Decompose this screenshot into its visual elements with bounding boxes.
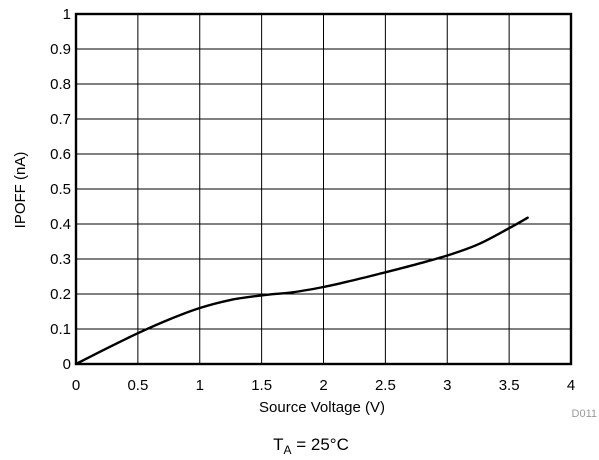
x-tick-label: 2	[319, 377, 327, 394]
y-tick-label: 0.2	[50, 286, 71, 303]
y-tick-label: 0.6	[50, 146, 71, 163]
x-tick-label: 3	[443, 377, 451, 394]
test-condition-label: TA = 25°C	[273, 435, 349, 457]
y-tick-label: 1	[63, 6, 71, 23]
condition-subscript: A	[284, 443, 292, 457]
plot-area-frame	[74, 12, 573, 366]
grid-lines	[76, 14, 571, 364]
y-tick-label: 0.1	[50, 321, 71, 338]
x-axis-title: Source Voltage (V)	[259, 399, 385, 416]
condition-value: = 25°C	[292, 435, 349, 454]
y-axis-title: IPOFF (nA)	[12, 152, 29, 229]
condition-symbol: T	[273, 435, 283, 454]
y-tick-label: 0.4	[50, 216, 71, 233]
x-tick-label: 2.5	[375, 377, 396, 394]
y-axis-ticks: 0 0.1 0.2 0.3 0.4 0.5 0.6 0.7 0.8 0.9 1	[50, 6, 71, 373]
x-tick-label: 1	[196, 377, 204, 394]
x-tick-label: 4	[567, 377, 575, 394]
x-axis-ticks: 0 0.5 1 1.5 2 2.5 3 3.5 4	[72, 377, 575, 394]
x-tick-label: 1.5	[251, 377, 272, 394]
figure-code-label: D011	[572, 408, 597, 420]
y-tick-label: 0.5	[50, 181, 71, 198]
y-tick-label: 0.8	[50, 76, 71, 93]
y-tick-label: 0.7	[50, 111, 71, 128]
x-tick-label: 3.5	[499, 377, 520, 394]
x-tick-label: 0.5	[127, 377, 148, 394]
x-tick-label: 0	[72, 377, 80, 394]
y-tick-label: 0.9	[50, 41, 71, 58]
ipoff-series-line	[74, 216, 529, 366]
y-tick-label: 0.3	[50, 251, 71, 268]
y-tick-label: 0	[63, 356, 71, 373]
